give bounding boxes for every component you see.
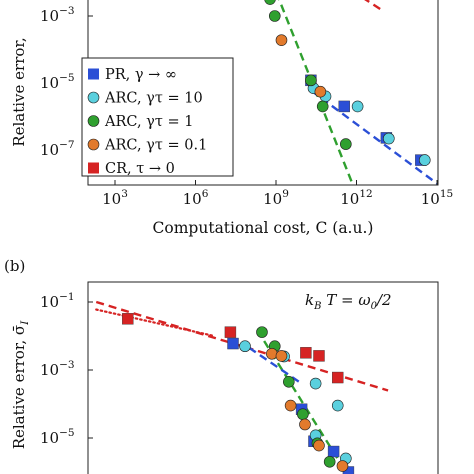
data-point-s1-3 [351,100,364,113]
legend-label-3: ARC, γτ = 0.1 [104,138,207,154]
data-point-s2-0 [264,0,276,5]
data-point-s0-2 [338,100,350,113]
y-tick-label-1: 10−3 [40,359,75,379]
x-tick-label-4: 1015 [421,188,453,208]
y-axis-label-a: Relative error, [10,37,28,146]
annotation-kbt: kB T = ω0/2 [305,291,392,312]
y-axis-label-subscript: I [19,320,31,326]
y-axis-label-b: Relative error, σ̄I [10,320,31,449]
data-points-b [122,313,355,474]
fit-line-0 [364,0,384,13]
legend-marker-3 [87,138,100,151]
legend-marker-1 [87,91,100,104]
data-point-s1-2 [309,377,322,390]
data-point-s2-4 [340,138,352,150]
data-point-s2-3 [297,408,309,421]
y-tick-label-0: 10−1 [40,291,75,311]
x-tick-label-1: 106 [183,188,209,208]
fit-line-1 [95,308,216,338]
data-point-s1-4 [383,132,395,145]
legend-marker-4 [88,162,99,174]
data-point-s4-0 [122,313,134,325]
data-point-s2-2 [283,375,295,388]
legend-label-2: ARC, γτ = 1 [104,114,193,130]
data-point-s3-1 [275,350,288,362]
data-point-s3-0 [275,34,288,46]
ticks-a: 103 106 109 1012 1015 10−3 10−5 10−7 [40,5,453,208]
data-point-s1-0 [239,340,251,353]
data-point-s4-2 [300,347,312,359]
y-tick-label-0: 10−3 [40,5,75,25]
x-axis-label-a: Computational cost, C (a.u.) [153,219,374,237]
fit-lines-b [95,300,389,474]
data-point-s2-2 [305,74,317,87]
legend-marker-0 [88,68,99,80]
data-point-s3-5 [336,460,349,472]
y-tick-label-2: 10−7 [40,139,75,159]
data-point-s2-0 [256,326,268,338]
data-point-s1-5 [418,154,431,166]
chart-panel-a: 103 106 109 1012 1015 10−3 10−5 10−7 Relative e… [10,0,453,237]
data-point-s0-0 [227,337,239,350]
data-point-s3-2 [284,399,297,412]
fit-lines-a [278,0,438,185]
x-tick-label-2: 109 [263,188,289,208]
data-point-s3-4 [313,439,325,452]
fit-line-2 [278,0,354,184]
y-tick-label-2: 10−5 [40,427,75,447]
data-point-s2-3 [316,100,329,113]
data-point-s0-3 [327,445,340,458]
chart-panel-b: (b) 10−1 10−3 10−5 Relative error, σ̄I kB … [4,257,439,474]
x-tick-label-3: 1012 [340,188,372,208]
fit-line-3 [310,89,438,185]
legend-label-4: CR, τ → 0 [105,161,175,177]
fit-line-3 [248,346,303,385]
y-tick-label-1: 10−5 [40,72,75,92]
legend-label-1: ARC, γτ = 10 [104,91,203,107]
legend: PR, γ → ∞ ARC, γτ = 10 ARC, γτ = 1 ARC, γτ … [81,57,234,177]
data-point-s3-3 [299,418,311,431]
data-point-s2-1 [268,10,281,22]
data-point-s3-0 [266,347,278,360]
data-point-s4-4 [332,371,344,384]
data-point-s4-3 [313,350,325,362]
x-tick-label-0: 103 [102,188,128,208]
legend-box [81,57,234,177]
axes-frame-b [87,281,439,474]
data-point-s2-5 [323,455,336,468]
legend-marker-2 [87,115,100,127]
data-points-a [264,0,431,166]
ticks-b: 10−1 10−3 10−5 [40,291,93,447]
panel-label-b: (b) [4,257,25,275]
data-point-s1-3 [331,399,344,412]
data-point-s0-4 [342,466,355,474]
data-point-s3-1 [314,85,327,98]
legend-label-0: PR, γ → ∞ [105,67,177,83]
data-point-s4-1 [224,326,237,338]
